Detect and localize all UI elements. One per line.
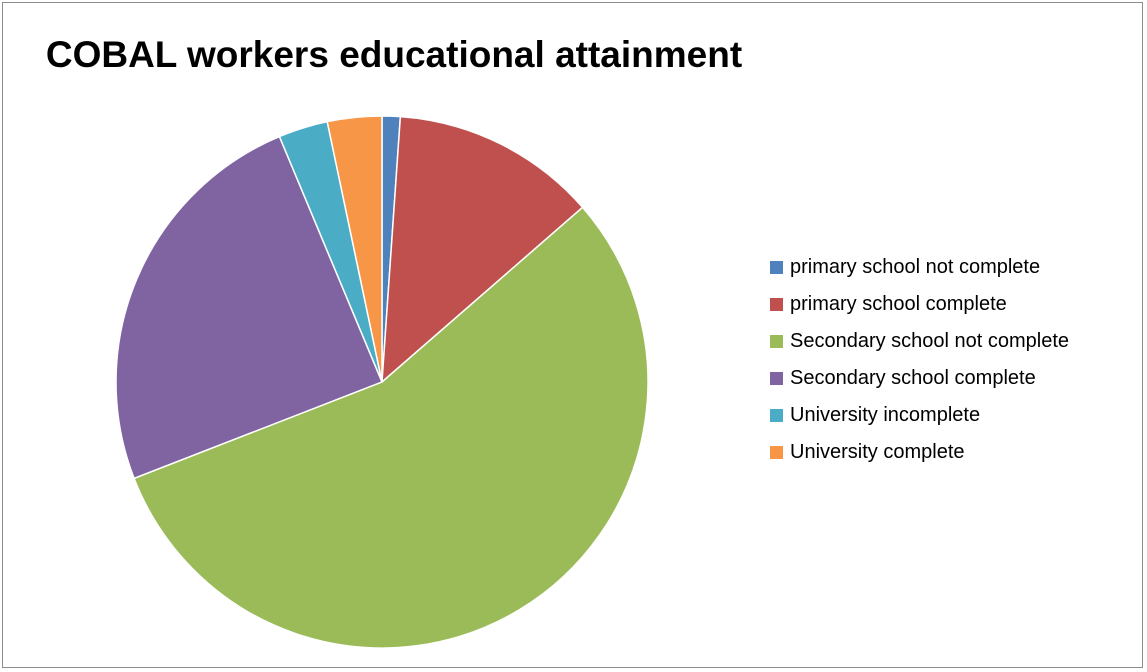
pie-slice-4 <box>115 135 383 480</box>
legend-item-6: University complete <box>770 434 1069 471</box>
chart-legend: primary school not complete primary schoo… <box>770 249 1069 471</box>
legend-label: primary school not complete <box>790 256 1041 278</box>
legend-item-2: primary school complete <box>770 286 1069 323</box>
legend-swatch <box>770 335 783 348</box>
pie-slice-6 <box>326 115 383 383</box>
legend-item-3: Secondary school not complete <box>770 323 1069 360</box>
legend-swatch <box>770 298 783 311</box>
legend-label: primary school complete <box>790 293 1007 315</box>
chart-title: COBAL workers educational attainment <box>45 34 743 75</box>
legend-label: Secondary school complete <box>790 367 1036 389</box>
legend-swatch <box>770 446 783 459</box>
legend-label: Secondary school not complete <box>790 330 1070 352</box>
pie-slice-3 <box>133 206 649 649</box>
pie-slice-2 <box>381 115 584 384</box>
legend-swatch <box>770 372 783 385</box>
legend-item-1: primary school not complete <box>770 249 1069 286</box>
legend-swatch <box>770 409 783 422</box>
legend-item-5: University incomplete <box>770 397 1069 434</box>
legend-label: University complete <box>790 441 965 463</box>
legend-label: University incomplete <box>790 404 981 426</box>
legend-swatch <box>770 261 783 274</box>
legend-item-4: Secondary school complete <box>770 360 1069 397</box>
